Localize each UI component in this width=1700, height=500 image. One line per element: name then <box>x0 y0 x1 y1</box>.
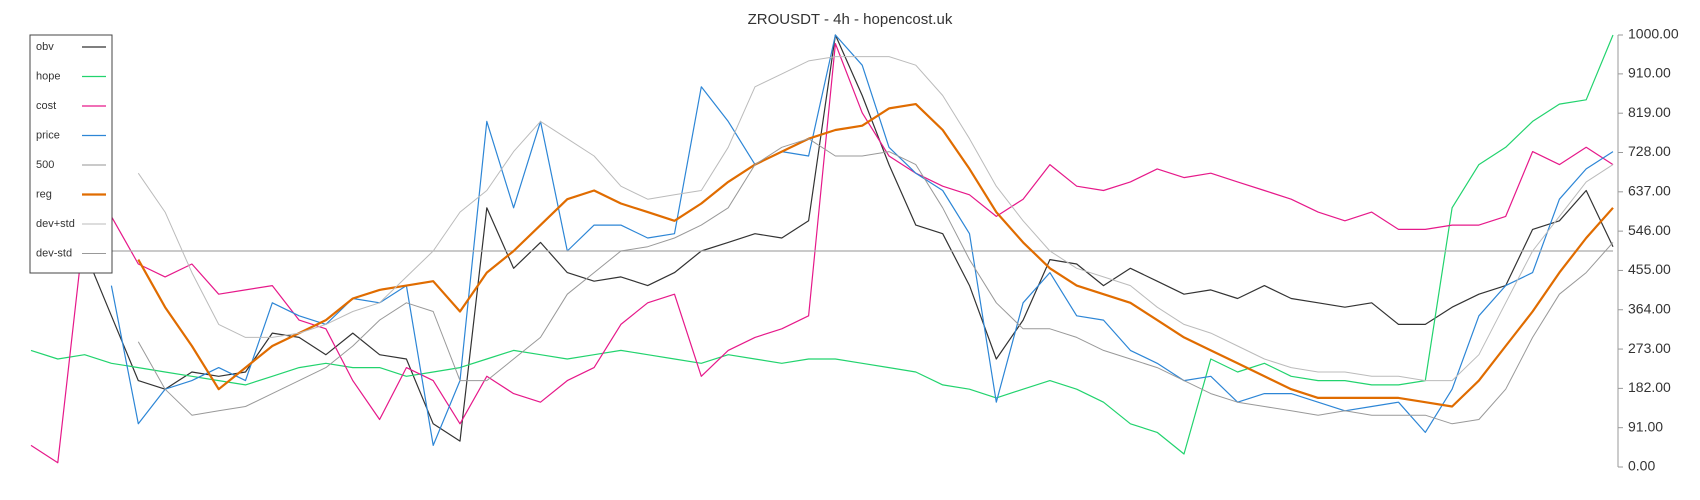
y-tick-label: 0.00 <box>1628 458 1655 474</box>
series-line <box>30 43 1614 464</box>
y-tick-label: 1000.00 <box>1628 26 1679 42</box>
series-line <box>137 138 1614 425</box>
legend-label: dev-std <box>36 247 72 259</box>
legend-label: obv <box>36 41 54 53</box>
series-line <box>30 34 1614 455</box>
series-line <box>110 34 1614 446</box>
series-line <box>137 56 1614 382</box>
y-tick-label: 546.00 <box>1628 222 1671 238</box>
legend-box <box>29 34 113 274</box>
legend-label: dev+std <box>36 218 75 230</box>
series-line <box>137 103 1614 408</box>
y-tick-label: 910.00 <box>1628 65 1671 81</box>
legend-label: hope <box>36 70 60 82</box>
legend-label: cost <box>36 100 56 112</box>
y-tick-label: 819.00 <box>1628 104 1671 120</box>
y-tick-label: 728.00 <box>1628 143 1671 159</box>
y-tick-label: 273.00 <box>1628 340 1671 356</box>
series-line <box>30 34 1614 442</box>
y-tick-label: 637.00 <box>1628 183 1671 199</box>
y-tick-label: 91.00 <box>1628 418 1663 434</box>
y-tick-label: 455.00 <box>1628 261 1671 277</box>
chart-title: ZROUSDT - 4h - hopencost.uk <box>748 11 953 28</box>
y-tick-label: 364.00 <box>1628 300 1671 316</box>
legend-label: price <box>36 129 60 141</box>
legend-label: 500 <box>36 159 54 171</box>
legend-label: reg <box>36 188 52 200</box>
y-tick-label: 182.00 <box>1628 379 1671 395</box>
